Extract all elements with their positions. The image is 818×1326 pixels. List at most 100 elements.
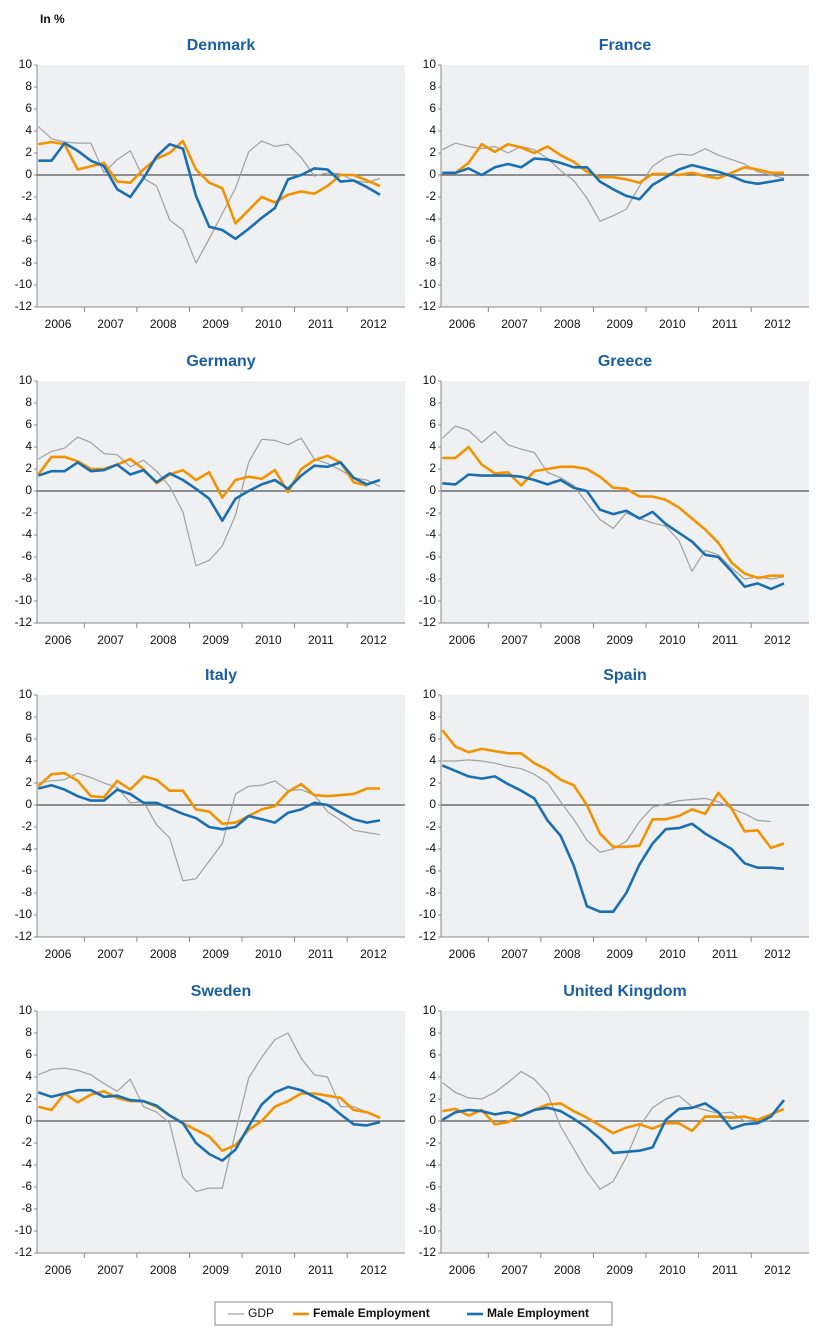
x-tick-label: 2008 <box>554 947 581 961</box>
x-tick-label: 2011 <box>308 1263 334 1277</box>
x-tick-label: 2012 <box>764 633 791 647</box>
x-tick-label: 2009 <box>606 1263 633 1277</box>
y-tick-label: -4 <box>425 1157 436 1171</box>
x-tick-label: 2008 <box>554 317 581 331</box>
x-tick-label: 2009 <box>202 1263 229 1277</box>
x-tick-label: 2012 <box>360 633 387 647</box>
y-tick-label: -4 <box>425 841 436 855</box>
x-tick-label: 2007 <box>97 947 124 961</box>
series-line <box>442 1102 785 1135</box>
y-tick-label: 2 <box>429 775 436 789</box>
y-tick-label: -12 <box>15 615 33 629</box>
y-tick-label: -6 <box>21 863 32 877</box>
y-tick-label: -12 <box>15 929 33 943</box>
chart-title: Germany <box>186 353 255 370</box>
y-tick-label: 10 <box>19 373 33 387</box>
y-tick-label: -12 <box>15 1245 33 1259</box>
y-tick-label: -10 <box>419 907 437 921</box>
chart-title: Sweden <box>191 983 251 1000</box>
y-tick-label: 8 <box>429 709 436 723</box>
y-tick-label: 0 <box>429 483 436 497</box>
series-line <box>441 729 785 850</box>
y-tick-label: -2 <box>425 819 436 833</box>
x-tick-label: 2010 <box>255 947 282 961</box>
y-tick-label: -8 <box>425 1201 436 1215</box>
x-tick-label: 2008 <box>554 1263 581 1277</box>
y-tick-label: -2 <box>425 189 436 203</box>
y-tick-label: 8 <box>429 395 436 409</box>
plot-area <box>37 695 405 937</box>
x-tick-label: 2011 <box>712 1263 738 1277</box>
y-tick-label: -2 <box>21 189 32 203</box>
x-tick-label: 2011 <box>712 633 738 647</box>
y-tick-label: -6 <box>425 549 436 563</box>
y-tick-label: 4 <box>429 439 436 453</box>
x-tick-label: 2011 <box>308 317 334 331</box>
series-line <box>38 141 381 241</box>
series-line <box>37 461 381 522</box>
x-tick-label: 2006 <box>449 947 476 961</box>
x-tick-label: 2007 <box>501 317 528 331</box>
x-tick-label: 2009 <box>202 317 229 331</box>
chart-title: Spain <box>603 667 647 684</box>
y-tick-label: 6 <box>429 101 436 115</box>
series-line <box>37 436 381 567</box>
y-tick-label: 2 <box>429 145 436 159</box>
y-tick-label: -10 <box>419 1223 437 1237</box>
x-tick-label: 2007 <box>97 633 124 647</box>
chart-title: Greece <box>598 353 652 370</box>
chart-title: Denmark <box>187 37 256 54</box>
x-tick-label: 2012 <box>360 317 387 331</box>
y-tick-label: 0 <box>429 167 436 181</box>
y-tick-label: -2 <box>21 1135 32 1149</box>
y-tick-label: -12 <box>15 299 33 313</box>
x-tick-label: 2006 <box>449 1263 476 1277</box>
y-tick-label: 0 <box>429 1113 436 1127</box>
y-tick-label: -4 <box>21 527 32 541</box>
series-line <box>37 1085 381 1162</box>
legend-label: Female Employment <box>313 1306 430 1320</box>
y-tick-label: -4 <box>21 841 32 855</box>
y-tick-label: -2 <box>21 505 32 519</box>
plot-area <box>441 1011 809 1253</box>
series-line <box>441 425 785 580</box>
x-tick-label: 2006 <box>45 317 72 331</box>
x-tick-label: 2009 <box>202 633 229 647</box>
x-tick-label: 2011 <box>308 947 334 961</box>
plot-area <box>37 381 405 623</box>
series-line <box>37 126 381 264</box>
x-tick-label: 2007 <box>501 1263 528 1277</box>
y-tick-label: -10 <box>15 277 33 291</box>
series-line <box>442 759 771 853</box>
y-tick-label: -12 <box>419 299 437 313</box>
y-tick-label: -4 <box>21 211 32 225</box>
chart-title: France <box>599 37 652 54</box>
y-tick-label: -12 <box>419 615 437 629</box>
y-tick-label: 10 <box>423 687 437 701</box>
y-tick-label: 6 <box>429 731 436 745</box>
x-tick-label: 2009 <box>202 947 229 961</box>
x-tick-label: 2012 <box>360 947 387 961</box>
x-tick-label: 2007 <box>501 633 528 647</box>
x-tick-label: 2006 <box>449 633 476 647</box>
unit-label: In % <box>40 12 65 26</box>
chart-title: Italy <box>205 667 237 684</box>
series-line <box>37 771 380 825</box>
y-tick-label: 0 <box>25 483 32 497</box>
y-tick-label: 0 <box>25 1113 32 1127</box>
y-tick-label: -2 <box>425 505 436 519</box>
y-tick-label: -8 <box>425 571 436 585</box>
y-tick-label: -10 <box>15 1223 33 1237</box>
y-tick-label: 10 <box>19 1003 33 1017</box>
series-line <box>37 783 381 831</box>
y-tick-label: 2 <box>429 461 436 475</box>
plot-area <box>37 1011 405 1253</box>
y-tick-label: -2 <box>425 1135 436 1149</box>
x-tick-label: 2011 <box>308 633 334 647</box>
x-tick-label: 2007 <box>97 1263 124 1277</box>
x-tick-label: 2010 <box>255 633 282 647</box>
y-tick-label: 4 <box>25 1069 32 1083</box>
y-tick-label: 4 <box>429 753 436 767</box>
y-tick-label: -12 <box>419 1245 437 1259</box>
y-tick-label: -10 <box>15 907 33 921</box>
